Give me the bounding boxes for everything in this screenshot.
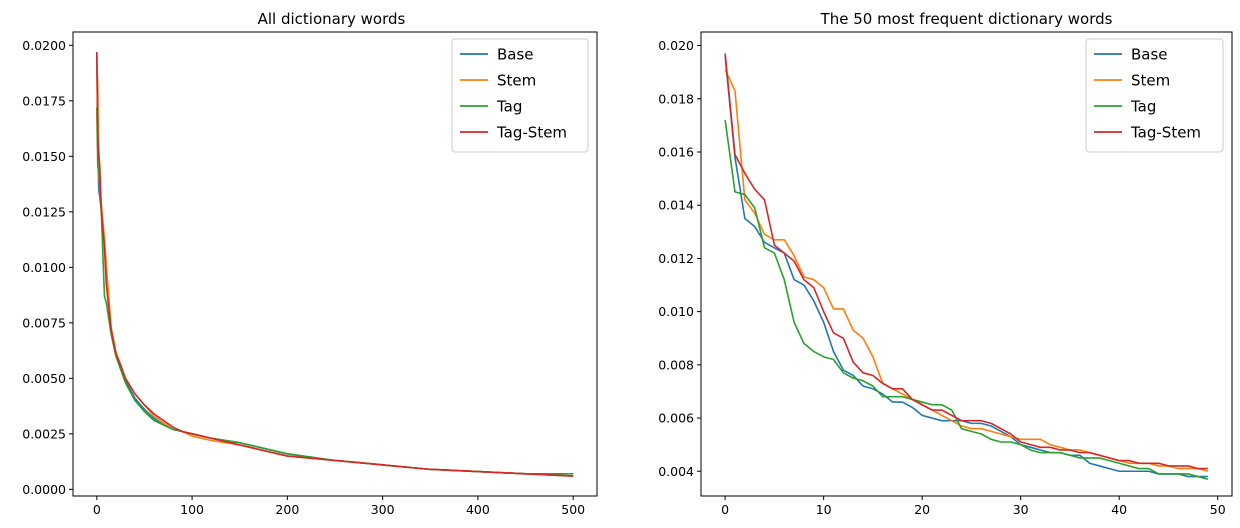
y-tick-label: 0.016 xyxy=(658,144,694,159)
x-tick-label: 500 xyxy=(561,502,585,517)
series-line-tag-stem xyxy=(96,51,574,477)
legend: Base Stem Tag Tag-Stem xyxy=(451,38,589,153)
chart-title: All dictionary words xyxy=(258,10,406,28)
x-tick-label: 0 xyxy=(93,502,101,517)
y-tick-label: 0.006 xyxy=(658,411,694,426)
axes-ticks: 0 10 20 30 40 50 0.004 0.006 0.008 0.010 0.012 0.01… xyxy=(658,38,1226,517)
y-tick-label: 0.012 xyxy=(658,251,694,266)
series-line-tag xyxy=(724,119,1209,481)
x-tick-label: 200 xyxy=(275,502,299,517)
legend-label: Stem xyxy=(1131,72,1170,90)
y-tick-label: 0.0100 xyxy=(22,260,66,275)
x-tick-label: 400 xyxy=(466,502,490,517)
x-tick-label: 20 xyxy=(914,502,930,517)
legend: Base Stem Tag Tag-Stem xyxy=(1085,38,1224,153)
y-tick-label: 0.014 xyxy=(658,198,694,213)
legend-label: Tag-Stem xyxy=(1130,124,1201,142)
y-tick-label: 0.0025 xyxy=(22,426,66,441)
legend-box xyxy=(451,38,589,153)
plot-lines xyxy=(96,51,574,477)
chart-all-words: All dictionary words 0 100 200 300 400 500 0.0… xyxy=(22,10,598,517)
series-line-stem xyxy=(724,69,1209,473)
y-tick-label: 0.0200 xyxy=(22,38,66,53)
y-tick-label: 0.020 xyxy=(658,38,694,53)
x-tick-label: 40 xyxy=(1111,502,1127,517)
legend-label: Base xyxy=(497,46,534,64)
y-tick-label: 0.0150 xyxy=(22,149,66,164)
axes-ticks: 0 100 200 300 400 500 0.0000 0.0025 0.0050 0.0075… xyxy=(22,38,585,517)
x-tick-label: 30 xyxy=(1013,502,1029,517)
legend-label: Base xyxy=(1131,46,1168,64)
chart-top-50-words: The 50 most frequent dictionary words 0 1… xyxy=(658,10,1233,517)
y-tick-label: 0.0050 xyxy=(22,371,66,386)
x-tick-label: 50 xyxy=(1210,502,1226,517)
y-tick-label: 0.008 xyxy=(658,357,694,372)
y-tick-label: 0.004 xyxy=(658,464,694,479)
x-tick-label: 10 xyxy=(816,502,832,517)
chart-title: The 50 most frequent dictionary words xyxy=(820,10,1113,28)
y-tick-label: 0.0175 xyxy=(22,93,66,108)
x-tick-label: 100 xyxy=(180,502,204,517)
series-line-base xyxy=(724,56,1208,478)
y-tick-label: 0.0000 xyxy=(22,482,66,497)
x-tick-label: 300 xyxy=(371,502,395,517)
x-tick-label: 0 xyxy=(721,502,729,517)
plot-lines xyxy=(724,53,1209,481)
legend-label: Tag-Stem xyxy=(496,124,567,142)
y-tick-label: 0.010 xyxy=(658,304,694,319)
legend-label: Tag xyxy=(1130,98,1156,116)
legend-label: Tag xyxy=(496,98,522,116)
plot-frame xyxy=(72,31,598,497)
series-line-tag-stem xyxy=(724,53,1208,470)
plot-frame xyxy=(700,31,1233,497)
legend-box xyxy=(1085,38,1224,153)
y-tick-label: 0.0075 xyxy=(22,315,66,330)
y-tick-label: 0.018 xyxy=(658,91,694,106)
y-tick-label: 0.0125 xyxy=(22,204,66,219)
legend-label: Stem xyxy=(497,72,536,90)
